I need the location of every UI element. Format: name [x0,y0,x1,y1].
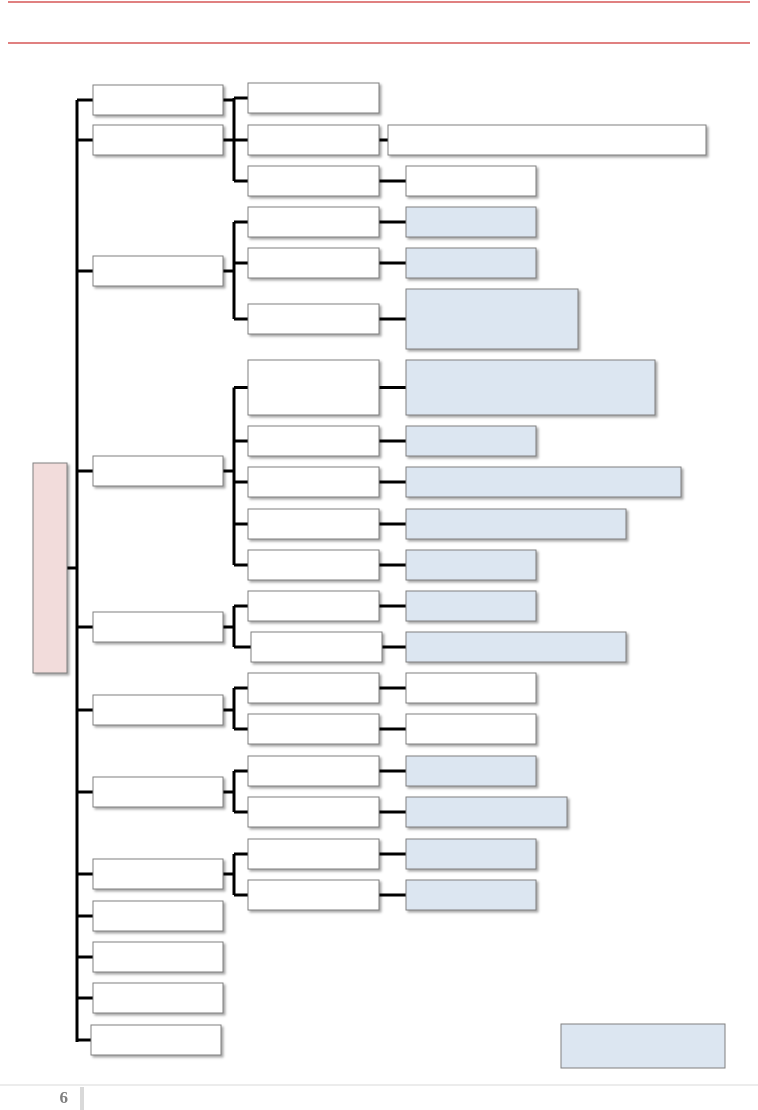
org-diagram [32,82,726,1069]
level2-box [247,755,380,787]
legend-box [560,1023,726,1069]
level2-box [247,713,380,745]
level2-box [247,590,380,622]
level3-box [405,631,627,663]
level2-box [247,466,380,498]
level3-box [405,425,537,457]
level3-box [405,247,537,279]
level1-box [92,900,224,932]
level1-box [92,84,224,116]
level1-box [92,941,224,973]
level2-box [247,508,380,540]
level2-box [247,838,380,870]
level1-box [92,611,224,643]
level2-box [247,672,380,704]
level3-box [405,796,568,828]
level3-box [405,879,537,911]
level2-box [247,879,380,911]
level2-box [247,303,380,335]
level2-box [247,206,380,238]
level3-box [405,672,537,704]
level1-box [92,124,224,156]
level1-box [92,776,224,808]
level3-box [405,466,682,498]
level1-box [92,455,224,487]
level2-box [247,359,380,416]
level1-box [92,982,224,1014]
level1-box [92,255,224,287]
level3-box [405,549,537,581]
level1-box [92,858,224,890]
level3-box [405,713,537,745]
root-box [32,462,68,674]
level3-box [387,124,707,156]
level1-box [90,1024,222,1056]
page-number: 6 [60,1088,69,1107]
level3-box [405,165,537,197]
footer-bar [80,1087,84,1110]
level2-box [247,82,380,114]
level3-box [405,590,537,622]
level1-box [92,694,224,726]
level2-box [247,165,380,197]
level2-box [247,796,380,828]
level2-box [247,425,380,457]
level2-box [247,247,380,279]
level2-box [247,549,380,581]
level2-box [247,124,380,156]
level2-box [250,631,383,663]
level3-box [405,838,537,870]
level3-box [405,206,537,238]
level3-box [405,755,537,787]
level3-box [405,508,627,540]
level3-box [405,288,579,350]
level3-box [405,359,656,416]
